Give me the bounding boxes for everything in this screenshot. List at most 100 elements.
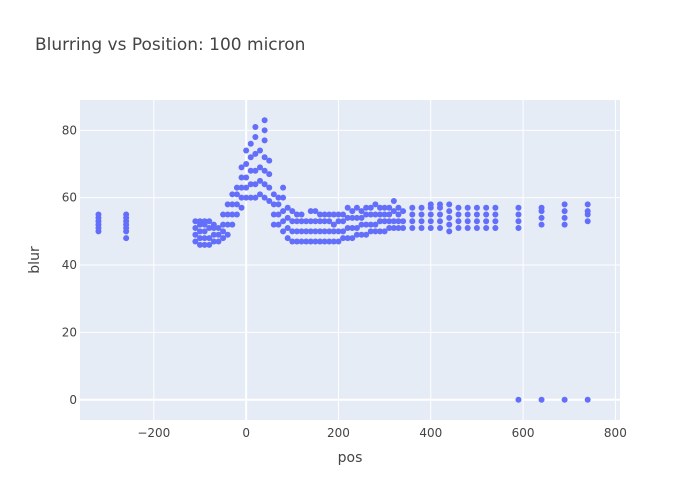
scatter-point	[243, 174, 250, 181]
scatter-point	[340, 228, 347, 235]
scatter-point	[266, 198, 273, 205]
scatter-point	[233, 201, 240, 208]
scatter-point	[307, 218, 314, 225]
scatter-point	[561, 214, 568, 221]
scatter-point	[238, 194, 245, 201]
scatter-point	[561, 201, 568, 208]
scatter-point	[215, 225, 222, 231]
scatter-point	[201, 228, 208, 235]
scatter-point	[197, 235, 203, 242]
scatter-point	[584, 201, 591, 208]
scatter-point	[446, 221, 453, 228]
scatter-point	[446, 201, 453, 208]
scatter-point	[289, 218, 296, 225]
scatter-point	[293, 238, 300, 245]
scatter-point	[473, 218, 480, 225]
scatter-point	[358, 214, 365, 221]
scatter-point	[303, 238, 310, 245]
scatter-point	[367, 211, 374, 218]
scatter-point	[317, 238, 323, 245]
scatter-point	[220, 235, 227, 242]
scatter-point	[372, 221, 379, 228]
scatter-point	[349, 225, 356, 231]
scatter-point	[349, 235, 356, 242]
scatter-point	[372, 211, 379, 218]
scatter-point	[390, 198, 397, 205]
scatter-point	[340, 235, 347, 242]
scatter-point	[367, 228, 374, 235]
scatter-point	[344, 214, 351, 221]
y-axis-ticks: 0 20 40 60 80	[62, 123, 77, 406]
scatter-point	[252, 181, 259, 188]
data-points	[95, 117, 591, 403]
scatter-point	[349, 214, 356, 221]
scatter-point	[464, 218, 471, 225]
scatter-point	[280, 218, 287, 225]
scatter-point	[377, 228, 383, 235]
scatter-point	[400, 208, 407, 215]
scatter-point	[492, 225, 499, 231]
y-tick-label: 40	[62, 258, 77, 272]
scatter-point	[298, 218, 305, 225]
scatter-point	[312, 228, 319, 235]
scatter-point	[243, 147, 250, 154]
scatter-point	[584, 396, 591, 403]
scatter-point	[252, 134, 259, 141]
scatter-point	[344, 235, 351, 242]
scatter-point	[317, 211, 323, 218]
scatter-point	[303, 218, 310, 225]
scatter-point	[303, 228, 310, 235]
scatter-point	[321, 238, 328, 245]
scatter-point	[390, 218, 397, 225]
scatter-point	[538, 214, 545, 221]
scatter-point	[464, 204, 471, 211]
scatter-point	[270, 211, 277, 218]
scatter-point	[252, 167, 259, 174]
scatter-point	[220, 228, 227, 235]
scatter-point	[280, 184, 287, 191]
scatter-point	[386, 218, 393, 225]
scatter-point	[270, 221, 277, 228]
scatter-point	[464, 211, 471, 218]
scatter-point	[367, 221, 374, 228]
scatter-point	[427, 218, 434, 225]
scatter-point	[372, 228, 379, 235]
scatter-point	[123, 211, 130, 218]
scatter-point	[409, 211, 416, 218]
scatter-point	[446, 214, 453, 221]
scatter-point	[270, 201, 277, 208]
scatter-point	[515, 225, 522, 231]
scatter-point	[220, 211, 227, 218]
scatter-point	[321, 211, 328, 218]
scatter-point	[247, 140, 254, 147]
scatter-point	[446, 228, 453, 235]
scatter-point	[473, 225, 480, 231]
scatter-point	[455, 204, 462, 211]
x-axis-label: pos	[338, 450, 363, 466]
scatter-point	[538, 396, 545, 403]
scatter-point	[492, 204, 499, 211]
scatter-point	[326, 211, 333, 218]
scatter-point	[395, 218, 402, 225]
scatter-point	[395, 204, 402, 211]
scatter-point	[409, 225, 416, 231]
scatter-point	[298, 228, 305, 235]
scatter-point	[210, 221, 217, 228]
scatter-point	[358, 208, 365, 215]
scatter-point	[427, 225, 434, 231]
scatter-point	[307, 208, 314, 215]
scatter-point	[483, 204, 490, 211]
scatter-point	[238, 184, 245, 191]
scatter-point	[307, 228, 314, 235]
scatter-point	[257, 147, 263, 154]
y-tick-label: 0	[69, 393, 77, 407]
scatter-point	[210, 238, 217, 245]
scatter-point	[261, 127, 268, 134]
scatter-point	[515, 211, 522, 218]
scatter-point	[312, 218, 319, 225]
scatter-point	[238, 174, 245, 181]
scatter-point	[330, 221, 337, 228]
scatter-point	[289, 228, 296, 235]
scatter-point	[284, 204, 291, 211]
